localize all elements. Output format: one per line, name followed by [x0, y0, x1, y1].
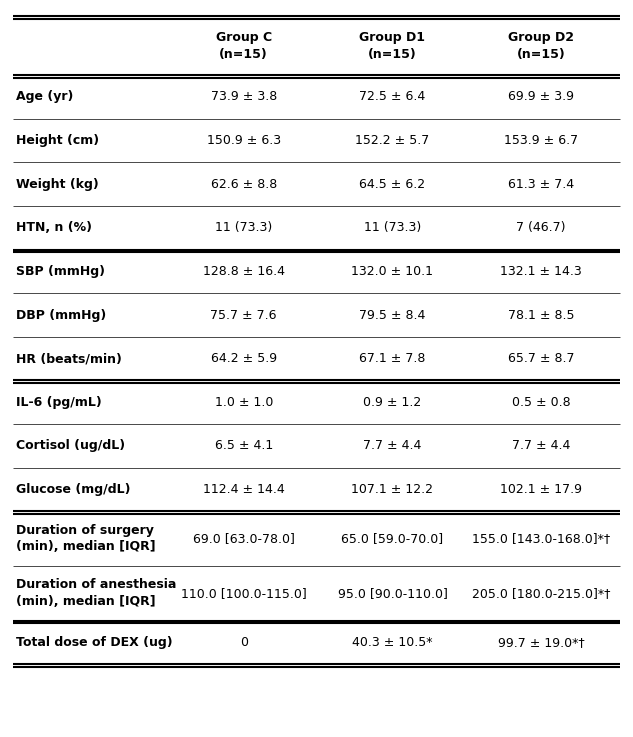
Text: 132.0 ± 10.1: 132.0 ± 10.1: [351, 265, 434, 278]
Text: 79.5 ± 8.4: 79.5 ± 8.4: [360, 309, 425, 321]
Text: 67.1 ± 7.8: 67.1 ± 7.8: [360, 352, 425, 365]
Text: 6.5 ± 4.1: 6.5 ± 4.1: [215, 439, 273, 453]
Text: 152.2 ± 5.7: 152.2 ± 5.7: [355, 134, 430, 147]
Text: 73.9 ± 3.8: 73.9 ± 3.8: [211, 91, 277, 103]
Text: Group C
(n=15): Group C (n=15): [216, 31, 272, 60]
Text: 64.5 ± 6.2: 64.5 ± 6.2: [360, 178, 425, 191]
Text: Cortisol (ug/dL): Cortisol (ug/dL): [16, 439, 125, 453]
Text: 0.5 ± 0.8: 0.5 ± 0.8: [512, 396, 570, 409]
Text: 95.0 [90.0-110.0]: 95.0 [90.0-110.0]: [337, 587, 448, 600]
Text: 107.1 ± 12.2: 107.1 ± 12.2: [351, 483, 434, 496]
Text: Group D1
(n=15): Group D1 (n=15): [360, 31, 425, 60]
Text: 61.3 ± 7.4: 61.3 ± 7.4: [508, 178, 574, 191]
Text: 1.0 ± 1.0: 1.0 ± 1.0: [215, 396, 273, 409]
Text: 132.1 ± 14.3: 132.1 ± 14.3: [500, 265, 582, 278]
Text: Duration of surgery
(min), median [IQR]: Duration of surgery (min), median [IQR]: [16, 524, 156, 553]
Text: Duration of anesthesia
(min), median [IQR]: Duration of anesthesia (min), median [IQ…: [16, 579, 176, 608]
Text: SBP (mmHg): SBP (mmHg): [16, 265, 105, 278]
Text: 155.0 [143.0-168.0]*†: 155.0 [143.0-168.0]*†: [472, 532, 610, 545]
Text: 78.1 ± 8.5: 78.1 ± 8.5: [508, 309, 575, 321]
Text: 7 (46.7): 7 (46.7): [517, 221, 566, 234]
Text: Height (cm): Height (cm): [16, 134, 99, 147]
Text: 112.4 ± 14.4: 112.4 ± 14.4: [203, 483, 285, 496]
Text: 128.8 ± 16.4: 128.8 ± 16.4: [203, 265, 285, 278]
Text: 75.7 ± 7.6: 75.7 ± 7.6: [210, 309, 277, 321]
Text: HTN, n (%): HTN, n (%): [16, 221, 92, 234]
Text: 150.9 ± 6.3: 150.9 ± 6.3: [206, 134, 281, 147]
Text: 72.5 ± 6.4: 72.5 ± 6.4: [360, 91, 425, 103]
Text: 65.0 [59.0-70.0]: 65.0 [59.0-70.0]: [341, 532, 444, 545]
Text: 7.7 ± 4.4: 7.7 ± 4.4: [512, 439, 570, 453]
Text: 69.9 ± 3.9: 69.9 ± 3.9: [508, 91, 574, 103]
Text: Total dose of DEX (ug): Total dose of DEX (ug): [16, 636, 172, 649]
Text: DBP (mmHg): DBP (mmHg): [16, 309, 106, 321]
Text: 7.7 ± 4.4: 7.7 ± 4.4: [363, 439, 422, 453]
Text: 102.1 ± 17.9: 102.1 ± 17.9: [500, 483, 582, 496]
Text: 0: 0: [240, 636, 248, 649]
Text: Weight (kg): Weight (kg): [16, 178, 99, 191]
Text: 205.0 [180.0-215.0]*†: 205.0 [180.0-215.0]*†: [472, 587, 610, 600]
Text: 64.2 ± 5.9: 64.2 ± 5.9: [211, 352, 277, 365]
Text: 11 (73.3): 11 (73.3): [364, 221, 421, 234]
Text: 110.0 [100.0-115.0]: 110.0 [100.0-115.0]: [181, 587, 306, 600]
Text: 0.9 ± 1.2: 0.9 ± 1.2: [363, 396, 422, 409]
Text: Age (yr): Age (yr): [16, 91, 73, 103]
Text: 40.3 ± 10.5*: 40.3 ± 10.5*: [352, 636, 433, 649]
Text: Group D2
(n=15): Group D2 (n=15): [508, 31, 574, 60]
Text: 69.0 [63.0-78.0]: 69.0 [63.0-78.0]: [193, 532, 294, 545]
Text: IL-6 (pg/mL): IL-6 (pg/mL): [16, 396, 101, 409]
Text: HR (beats/min): HR (beats/min): [16, 352, 122, 365]
Text: 153.9 ± 6.7: 153.9 ± 6.7: [504, 134, 579, 147]
Text: 11 (73.3): 11 (73.3): [215, 221, 272, 234]
Text: 99.7 ± 19.0*†: 99.7 ± 19.0*†: [498, 636, 585, 649]
Text: 65.7 ± 8.7: 65.7 ± 8.7: [508, 352, 575, 365]
Text: 62.6 ± 8.8: 62.6 ± 8.8: [211, 178, 277, 191]
Text: Glucose (mg/dL): Glucose (mg/dL): [16, 483, 130, 496]
